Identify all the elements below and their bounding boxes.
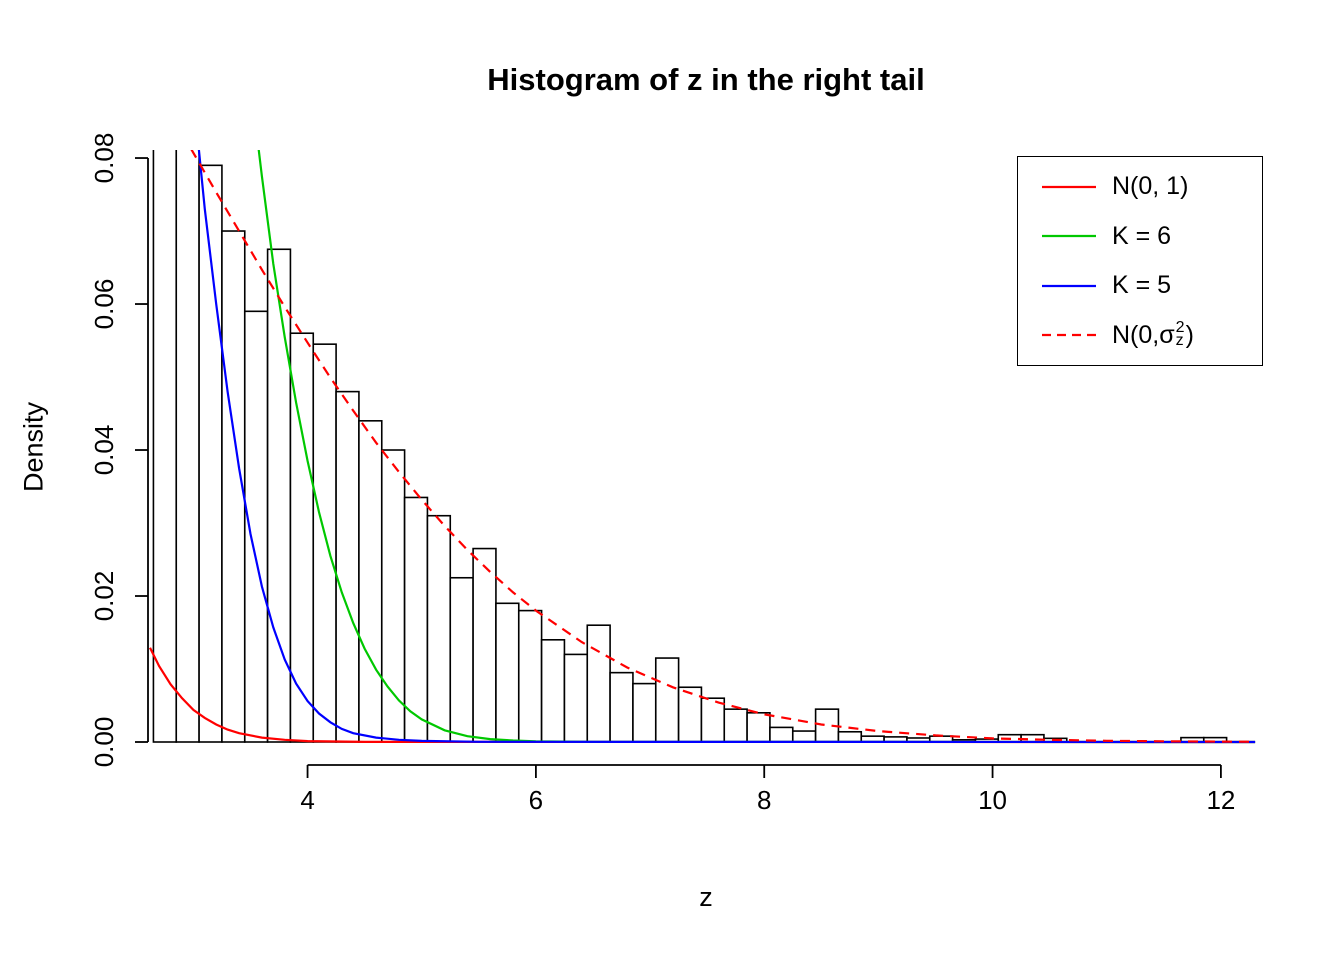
legend-label-sigma: N(0, σ 2 z) (1112, 319, 1194, 350)
legend-box: N(0, 1) K = 6 K = 5 N(0, σ 2 z) (1017, 156, 1263, 366)
histogram-bar (335, 390, 360, 743)
legend-line-red-dashed-icon (1042, 334, 1096, 337)
histogram-bar (266, 248, 292, 743)
legend-item-n01: N(0, 1) (1018, 163, 1262, 211)
histogram-bar (563, 653, 589, 743)
x-tick-label: 4 (300, 785, 314, 815)
histogram-bar (312, 343, 337, 743)
legend-item-k6: K = 6 (1018, 212, 1262, 260)
sigma-sup: 2 (1175, 319, 1185, 337)
histogram-bar (540, 639, 566, 743)
y-tick-label: 0.08 (89, 133, 119, 184)
histogram-bar (426, 514, 452, 743)
x-tick-label: 6 (529, 785, 543, 815)
y-tick-label: 0.06 (89, 279, 119, 330)
histogram-bar (791, 730, 817, 743)
histogram-bar (723, 708, 748, 743)
legend-label: K = 6 (1112, 221, 1172, 250)
legend-line-blue-icon (1042, 284, 1096, 287)
sigma-glyph: σ (1159, 320, 1175, 349)
legend-sigma-suffix: ) (1185, 320, 1194, 349)
curve-k6 (257, 150, 1256, 744)
curve-n0-sigma2 (190, 150, 1256, 743)
histogram-bar (495, 602, 520, 743)
x-tick-label: 12 (1206, 785, 1235, 815)
histogram-bar (746, 712, 771, 743)
y-tick-label: 0.00 (89, 717, 119, 768)
histogram-bar (632, 682, 657, 743)
histogram-bar (358, 420, 383, 743)
histogram-bar (769, 726, 794, 743)
chart-title: Histogram of z in the right tail (487, 62, 925, 97)
legend-sigma-prefix: N(0, (1112, 320, 1160, 349)
legend-item-k5: K = 5 (1018, 262, 1262, 310)
histogram-bar (837, 730, 863, 743)
x-tick-label: 8 (757, 785, 771, 815)
histogram-bar (175, 150, 200, 743)
x-axis-label: z (699, 882, 713, 912)
histogram-bar (152, 150, 178, 743)
y-tick-label: 0.02 (89, 571, 119, 622)
y-axis-label: Density (18, 401, 49, 493)
histogram-bar (677, 686, 703, 743)
x-tick-label: 10 (978, 785, 1007, 815)
legend-item-n0-sigma2: N(0, σ 2 z) (1018, 311, 1262, 359)
y-tick-label: 0.04 (89, 425, 119, 476)
histogram-bar (380, 449, 406, 743)
histogram-bar (403, 496, 429, 743)
histogram-bar (449, 576, 474, 743)
legend-line-red-icon (1042, 185, 1096, 188)
legend-line-green-icon (1042, 235, 1096, 238)
histogram-bar (586, 624, 611, 743)
histogram-bar (654, 657, 680, 743)
sigma-sub: z (1175, 332, 1184, 350)
histogram-bar (700, 697, 726, 743)
histogram-bar (472, 547, 497, 743)
curve-n01 (149, 647, 1256, 744)
legend-label: K = 5 (1112, 271, 1172, 300)
histogram-bar (609, 671, 634, 743)
histogram-bar (517, 609, 543, 743)
legend-label: N(0, 1) (1112, 172, 1189, 201)
curve-k5 (197, 150, 1256, 744)
